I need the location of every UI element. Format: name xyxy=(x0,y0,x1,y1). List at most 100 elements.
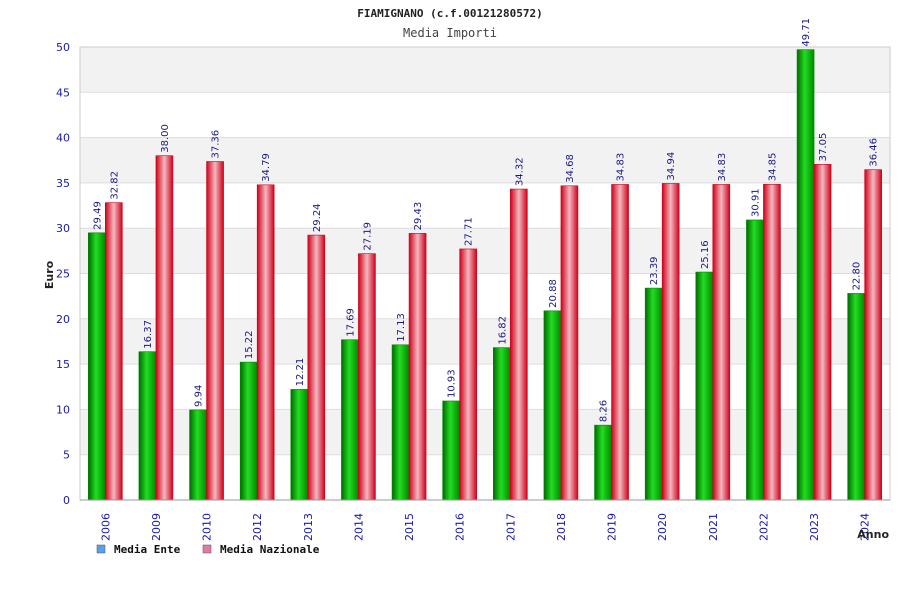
bar-media-nazionale xyxy=(307,234,326,501)
x-tick-label: 2024 xyxy=(859,513,872,541)
x-tick-label: 2019 xyxy=(606,513,619,541)
data-label-media-nazionale: 34.68 xyxy=(565,154,576,183)
legend-swatch-media-ente xyxy=(96,544,106,554)
data-label-media-nazionale: 34.85 xyxy=(767,153,778,182)
bar-media-nazionale xyxy=(105,202,123,501)
bar-media-nazionale xyxy=(611,184,629,501)
data-label-media-nazionale: 34.83 xyxy=(717,153,728,182)
x-tick-label: 2016 xyxy=(454,513,467,541)
x-tick-label: 2010 xyxy=(201,513,214,541)
axes xyxy=(79,46,891,501)
bar-media-nazionale xyxy=(560,185,579,501)
x-tick-label: 2009 xyxy=(150,513,163,541)
y-tick-label: 35 xyxy=(56,177,70,190)
data-label-media-ente: 23.39 xyxy=(649,256,660,285)
bar-media-ente xyxy=(695,271,714,501)
bar-media-nazionale xyxy=(864,169,882,501)
data-label-media-nazionale: 29.24 xyxy=(312,203,323,232)
data-label-media-nazionale: 38.00 xyxy=(160,124,171,153)
data-label-media-ente: 25.16 xyxy=(700,240,711,269)
bar-media-nazionale xyxy=(206,161,224,501)
bar-media-nazionale xyxy=(712,184,731,501)
bar-media-ente xyxy=(391,344,410,501)
y-tick-label: 30 xyxy=(56,222,70,235)
y-tick-label: 15 xyxy=(56,358,70,371)
x-tick-label: 2017 xyxy=(504,513,517,541)
y-tick-label: 20 xyxy=(56,313,70,326)
y-tick-label: 45 xyxy=(56,86,70,99)
data-label-media-ente: 16.82 xyxy=(497,316,508,345)
chart-title: FIAMIGNANO (c.f.00121280572) xyxy=(357,7,542,20)
bar-media-nazionale xyxy=(661,183,680,501)
bar-media-ente xyxy=(442,400,460,501)
data-label-media-ente: 30.91 xyxy=(750,188,761,217)
y-axis-label: Euro xyxy=(43,260,56,289)
legend: Media Ente Media Nazionale xyxy=(96,543,320,556)
bar-media-nazionale xyxy=(155,155,174,501)
bar-media-ente xyxy=(796,49,815,501)
bar-media-ente xyxy=(138,351,157,501)
bar-media-ente xyxy=(88,232,106,501)
data-label-media-ente: 10.93 xyxy=(447,369,458,398)
x-tick-label: 2020 xyxy=(656,513,669,541)
bar-media-nazionale xyxy=(813,164,832,501)
y-tick-label: 25 xyxy=(56,268,70,281)
bar-media-nazionale xyxy=(459,248,477,501)
bar-media-ente xyxy=(644,287,663,501)
data-label-media-ente: 29.49 xyxy=(92,201,103,230)
grid-band xyxy=(80,92,890,138)
x-tick-label: 2023 xyxy=(808,513,821,541)
bar-media-ente xyxy=(189,409,207,501)
data-label-media-ente: 15.22 xyxy=(244,330,255,359)
data-label-media-nazionale: 32.82 xyxy=(109,171,120,200)
data-label-media-ente: 22.80 xyxy=(852,262,863,291)
data-label-media-nazionale: 34.83 xyxy=(616,153,627,182)
bar-media-nazionale xyxy=(408,233,427,501)
data-label-media-nazionale: 37.36 xyxy=(211,130,222,159)
x-tick-label: 2022 xyxy=(757,513,770,541)
x-tick-label: 2006 xyxy=(99,513,112,541)
x-axis-label: Anno xyxy=(857,528,889,541)
data-label-media-ente: 16.37 xyxy=(143,320,154,349)
data-label-media-ente: 49.71 xyxy=(801,18,812,47)
bar-media-nazionale xyxy=(510,188,528,501)
legend-swatch-media-nazionale xyxy=(202,544,212,554)
data-label-media-ente: 17.13 xyxy=(396,313,407,342)
data-label-media-ente: 12.21 xyxy=(295,358,306,387)
data-label-media-nazionale: 37.05 xyxy=(818,133,829,162)
y-tick-label: 10 xyxy=(56,403,70,416)
data-label-media-nazionale: 36.46 xyxy=(869,138,880,167)
x-tick-label: 2018 xyxy=(555,513,568,541)
data-labels: 29.49 32.82 16.37 38.00 9.94 37.36 15.22 34.79 1… xyxy=(92,18,879,422)
y-tick-label: 50 xyxy=(56,41,70,54)
bar-media-nazionale xyxy=(358,253,376,501)
data-label-media-ente: 17.69 xyxy=(345,308,356,337)
bar-media-nazionale xyxy=(256,184,275,501)
y-tick-label: 0 xyxy=(63,494,70,507)
data-label-media-ente: 9.94 xyxy=(194,385,205,407)
legend-label-media-ente: Media Ente xyxy=(114,543,181,556)
legend-label-media-nazionale: Media Nazionale xyxy=(220,543,320,556)
tick-labels: 0 5 10 15 20 25 30 35 40 45 50 2006 2009 2010 2012 2013… xyxy=(56,41,872,541)
bar-media-ente xyxy=(847,293,865,501)
y-tick-label: 40 xyxy=(56,132,70,145)
data-label-media-nazionale: 34.32 xyxy=(514,157,525,186)
x-tick-label: 2013 xyxy=(302,513,315,541)
data-label-media-ente: 20.88 xyxy=(548,279,559,308)
data-label-media-ente: 8.26 xyxy=(599,400,610,422)
x-tick-label: 2021 xyxy=(707,513,720,541)
data-label-media-nazionale: 27.71 xyxy=(464,217,475,246)
x-tick-label: 2012 xyxy=(251,513,264,541)
x-tick-label: 2014 xyxy=(352,513,365,541)
bar-media-ente xyxy=(290,389,309,501)
data-label-media-nazionale: 27.19 xyxy=(362,222,373,251)
x-tick-label: 2015 xyxy=(403,513,416,541)
data-label-media-nazionale: 34.94 xyxy=(666,152,677,181)
bar-media-ente xyxy=(341,339,359,501)
data-label-media-nazionale: 29.43 xyxy=(413,202,424,231)
grid-band xyxy=(80,47,890,93)
chart-subtitle: Media Importi xyxy=(403,26,497,40)
bar-media-ente xyxy=(239,361,258,501)
bar-media-ente xyxy=(746,219,764,501)
